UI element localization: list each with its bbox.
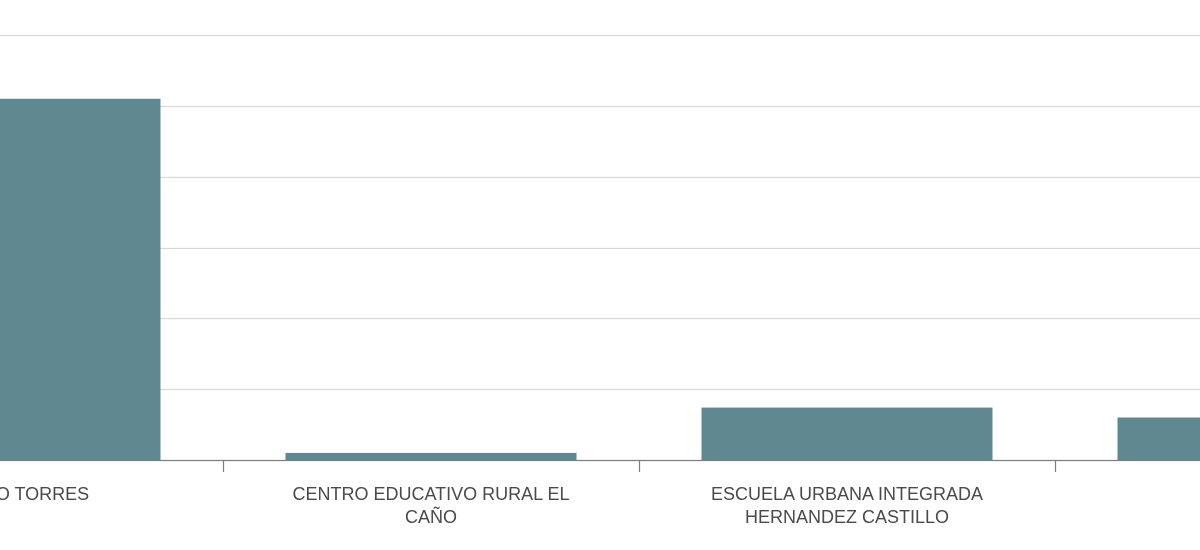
x-tick-label: ESCUELA URBANA INTEGRADA HERNANDEZ CASTIL… [711,484,983,527]
x-tick-label-line: CAÑO [405,506,457,527]
bar[interactable] [285,452,577,460]
x-tick-label-line: CENTRO EDUCATIVO RURAL EL [292,484,569,504]
bar[interactable] [1117,417,1200,461]
x-tick-label-line: HERNANDEZ CASTILLO [745,507,949,527]
x-tick-label: CAMILO TORRES [0,484,89,504]
bar[interactable] [701,407,993,460]
x-tick-label-line: CAMILO TORRES [0,484,89,504]
x-tick-label-line: ESCUELA URBANA INTEGRADA [711,484,983,504]
x-tick-label: CENTRO EDUCATIVO RURAL EL CAÑO [292,484,569,527]
bar[interactable] [0,98,161,460]
